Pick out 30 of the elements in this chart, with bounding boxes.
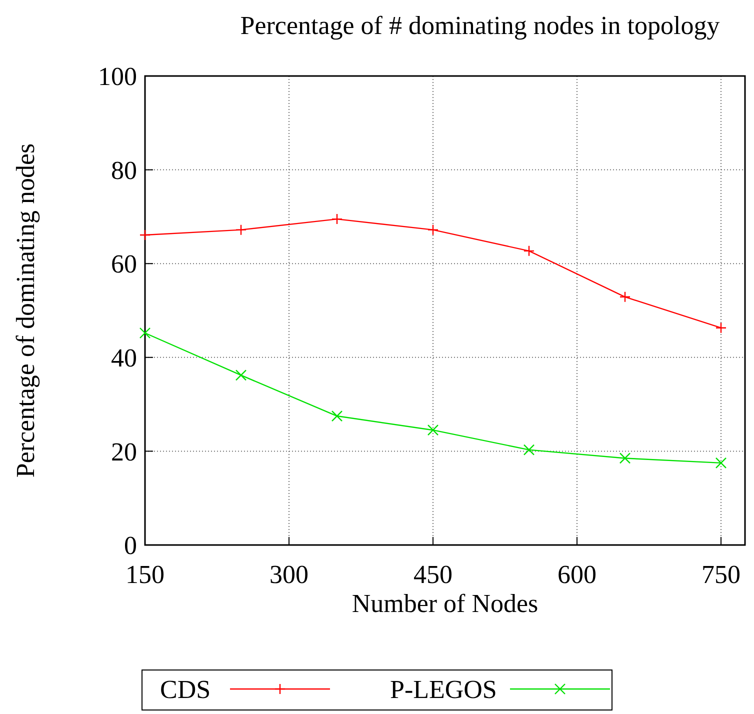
- legend-label: P-LEGOS: [390, 675, 497, 704]
- x-tick-label: 750: [702, 560, 740, 589]
- point: [427, 424, 439, 436]
- y-tick-label: 60: [111, 250, 137, 279]
- chart-title: Percentage of # dominating nodes in topology: [240, 11, 720, 40]
- y-tick-label: 100: [98, 62, 137, 92]
- point: [235, 224, 247, 236]
- point: [619, 291, 631, 302]
- point: [139, 327, 151, 339]
- legend-label: CDS: [160, 675, 211, 704]
- point: [523, 444, 535, 456]
- y-tick-label: 80: [111, 156, 137, 185]
- y-tick-label: 20: [111, 437, 137, 466]
- x-axis-title: Number of Nodes: [352, 589, 538, 618]
- point: [331, 410, 343, 422]
- point: [139, 229, 151, 241]
- y-axis-title: Percentage of dominating nodes: [11, 143, 40, 478]
- point: [619, 452, 631, 464]
- point: [427, 224, 439, 236]
- x-tick-label: 600: [558, 560, 596, 589]
- point: [715, 457, 727, 469]
- x-tick-label: 450: [414, 560, 452, 589]
- point: [235, 370, 247, 381]
- x-tick-label: 150: [126, 560, 164, 589]
- y-tick-label: 40: [111, 344, 137, 372]
- y-tick-label: 0: [124, 531, 137, 560]
- point: [715, 322, 727, 334]
- point: [523, 245, 535, 257]
- point: [331, 213, 343, 225]
- x-tick-label: 300: [270, 560, 308, 589]
